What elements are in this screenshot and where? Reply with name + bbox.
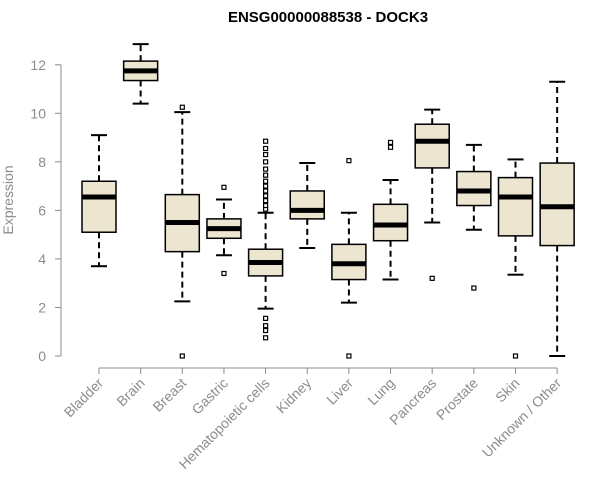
box-11 — [539, 80, 575, 357]
y-tick-label-10: 10 — [30, 105, 46, 121]
outlier-4-16 — [263, 138, 269, 144]
outlier-4-7 — [263, 193, 269, 199]
x-tick-label-1: Brain — [113, 375, 147, 409]
x-tick-label-0: Bladder — [61, 375, 107, 421]
x-tick-label-5: Kidney — [273, 375, 315, 417]
x-tick-label-6: Liver — [323, 375, 356, 408]
box-10 — [497, 158, 534, 359]
box-body-8 — [414, 123, 450, 169]
y-tick-label-0: 0 — [38, 348, 46, 364]
box-8 — [414, 108, 450, 281]
box-body-10 — [497, 176, 534, 237]
outlier-9-0 — [471, 285, 477, 291]
box-body-5 — [289, 190, 325, 220]
outlier-3-0 — [221, 270, 227, 277]
outlier-4-13 — [263, 159, 269, 165]
box-6 — [331, 158, 367, 359]
box-7 — [372, 139, 409, 281]
x-tick-label-10: Skin — [492, 375, 523, 406]
outlier-3-1 — [221, 184, 227, 190]
x-tick-label-7: Lung — [364, 375, 397, 408]
outlier-4-14 — [263, 151, 269, 158]
outlier-4-12 — [263, 166, 269, 172]
outlier-8-0 — [429, 275, 435, 281]
box-body-0 — [81, 180, 117, 233]
outlier-2-1 — [179, 104, 185, 110]
outlier-6-1 — [346, 158, 352, 164]
y-axis-ticks: 0 2 4 6 8 10 12 — [30, 57, 61, 364]
outlier-4-3 — [263, 315, 269, 321]
outlier-4-2 — [263, 323, 269, 329]
outlier-4-10 — [263, 178, 269, 184]
x-tick-label-11: Unknown / Other — [479, 375, 565, 461]
outlier-6-0 — [346, 353, 352, 359]
y-axis-label: Expression — [0, 165, 16, 234]
outlier-4-9 — [263, 183, 269, 189]
y-tick-label-12: 12 — [30, 57, 46, 73]
y-tick-label-4: 4 — [38, 251, 46, 267]
box-4 — [247, 138, 284, 341]
box-1 — [122, 43, 159, 105]
outlier-2-0 — [179, 353, 185, 359]
outlier-4-1 — [263, 327, 269, 334]
box-2 — [164, 104, 201, 359]
x-tick-label-9: Prostate — [433, 375, 481, 423]
outlier-4-11 — [263, 172, 269, 178]
chart-title: ENSG00000088538 - DOCK3 — [228, 9, 428, 26]
box-3 — [206, 184, 242, 277]
y-tick-label-8: 8 — [38, 154, 46, 170]
y-tick-label-6: 6 — [38, 202, 46, 218]
outlier-4-6 — [263, 198, 269, 204]
outlier-4-0 — [263, 335, 269, 341]
box-series — [81, 43, 575, 359]
y-tick-label-2: 2 — [38, 299, 46, 315]
outlier-10-0 — [512, 353, 519, 359]
box-9 — [456, 143, 492, 291]
x-tick-label-2: Breast — [149, 375, 189, 415]
outlier-7-1 — [387, 139, 394, 146]
box-0 — [81, 134, 117, 268]
outlier-4-8 — [263, 188, 269, 194]
outlier-7-0 — [387, 144, 394, 150]
outlier-4-5 — [263, 202, 269, 209]
box-5 — [289, 162, 325, 249]
outlier-4-15 — [263, 145, 269, 152]
